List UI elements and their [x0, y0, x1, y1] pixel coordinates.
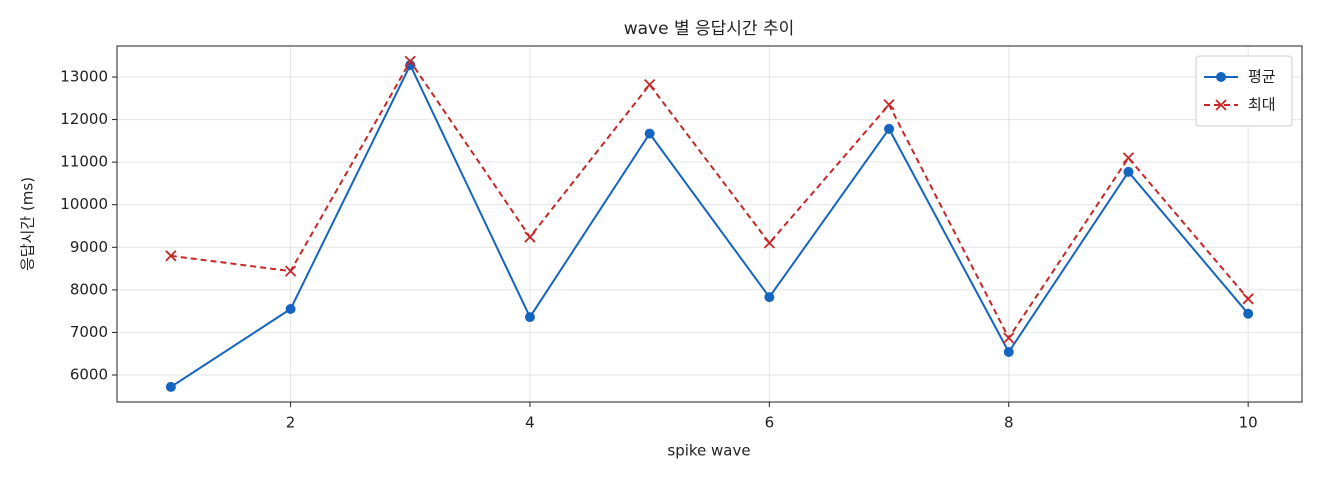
x-axis-label: spike wave [667, 442, 750, 460]
data-point [1122, 152, 1135, 164]
y-tick-label: 10000 [60, 195, 108, 213]
data-point [644, 128, 655, 139]
data-point [1243, 308, 1254, 319]
x-tick-label: 2 [286, 414, 296, 432]
x-tick-label: 10 [1239, 414, 1258, 432]
data-point [883, 99, 895, 111]
data-point [1003, 347, 1014, 358]
data-point [285, 304, 296, 315]
x-tick-label: 4 [525, 414, 535, 432]
data-point [884, 123, 895, 134]
chart-title: wave 별 응답시간 추이 [624, 19, 795, 39]
series-line [170, 62, 1249, 388]
x-tick-label: 8 [1004, 414, 1014, 432]
data-point [764, 292, 775, 303]
series-line [170, 59, 1249, 340]
data-point [165, 381, 176, 392]
data-point [1003, 332, 1015, 344]
legend-label: 최대 [1248, 96, 1276, 114]
y-axis-label: 응답시간 (ms) [19, 177, 37, 271]
data-point [524, 231, 536, 243]
data-point [524, 312, 535, 323]
y-tick-label: 6000 [70, 366, 108, 384]
legend-marker [1215, 99, 1227, 111]
data-point [284, 265, 297, 277]
y-tick-label: 8000 [70, 280, 108, 298]
legend-box [1195, 55, 1293, 127]
legend-label: 평균 [1248, 68, 1276, 86]
x-tick-label: 6 [765, 414, 775, 432]
y-tick-label: 11000 [60, 153, 108, 171]
legend-marker [1216, 72, 1226, 82]
y-tick-label: 9000 [70, 238, 108, 256]
plot-frame [116, 45, 1303, 403]
data-point [1242, 293, 1254, 305]
data-point [1123, 166, 1134, 177]
y-tick-label: 13000 [60, 67, 108, 85]
y-tick-label: 7000 [70, 323, 108, 341]
data-point [644, 79, 656, 91]
data-point [763, 237, 775, 249]
y-tick-label: 12000 [60, 110, 108, 128]
data-point [165, 250, 177, 262]
data-point [404, 55, 416, 67]
